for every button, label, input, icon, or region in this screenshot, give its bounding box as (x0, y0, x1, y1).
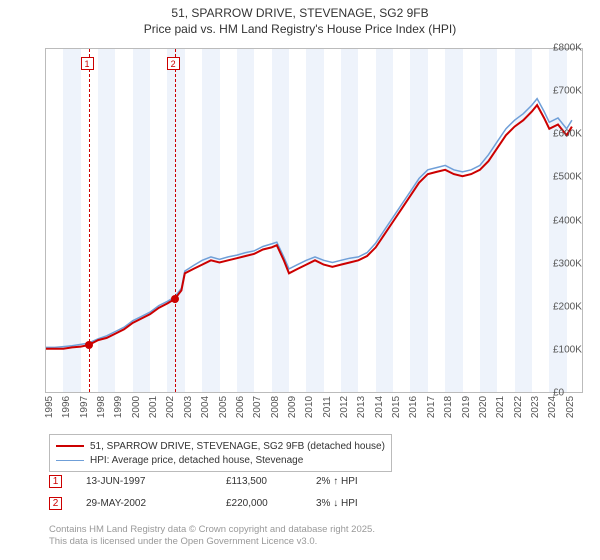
y-tick-label: £700K (553, 86, 596, 97)
x-tick-label: 1999 (113, 396, 124, 418)
legend-row: 51, SPARROW DRIVE, STEVENAGE, SG2 9FB (d… (56, 439, 385, 453)
sale-marker-line (175, 49, 176, 392)
legend-box: 51, SPARROW DRIVE, STEVENAGE, SG2 9FB (d… (49, 434, 392, 472)
y-tick-label: £200K (553, 301, 596, 312)
x-tick-label: 2006 (235, 396, 246, 418)
x-tick-label: 2002 (165, 396, 176, 418)
x-tick-label: 1996 (61, 396, 72, 418)
sale-marker-number: 2 (167, 57, 180, 70)
x-tick-label: 2016 (408, 396, 419, 418)
y-tick-label: £500K (553, 172, 596, 183)
x-tick-label: 2017 (426, 396, 437, 418)
attrib-line1: Contains HM Land Registry data © Crown c… (49, 524, 375, 535)
sale-index-box: 2 (49, 497, 62, 510)
sale-date: 29-MAY-2002 (86, 498, 226, 509)
line-canvas (46, 49, 584, 394)
sale-index-box: 1 (49, 475, 62, 488)
x-tick-label: 2024 (547, 396, 558, 418)
sale-diff: 2% ↑ HPI (316, 476, 416, 487)
x-tick-label: 2008 (270, 396, 281, 418)
sale-marker-dot (171, 295, 179, 303)
x-tick-label: 2013 (356, 396, 367, 418)
x-tick-label: 2004 (200, 396, 211, 418)
y-tick-label: £800K (553, 43, 596, 54)
x-tick-label: 2021 (495, 396, 506, 418)
x-tick-label: 2005 (218, 396, 229, 418)
x-tick-label: 2010 (304, 396, 315, 418)
x-tick-label: 2012 (339, 396, 350, 418)
x-tick-label: 2023 (530, 396, 541, 418)
x-tick-label: 2025 (565, 396, 576, 418)
series-hpi (46, 99, 572, 348)
y-tick-label: £600K (553, 129, 596, 140)
x-tick-label: 2014 (374, 396, 385, 418)
sale-marker-dot (85, 341, 93, 349)
x-tick-label: 2019 (461, 396, 472, 418)
x-tick-label: 2009 (287, 396, 298, 418)
x-tick-label: 2020 (478, 396, 489, 418)
sale-price: £113,500 (226, 476, 316, 487)
x-tick-label: 2018 (443, 396, 454, 418)
sale-diff: 3% ↓ HPI (316, 498, 416, 509)
sale-row: 2 29-MAY-2002£220,0003% ↓ HPI (49, 497, 416, 510)
sale-row: 1 13-JUN-1997£113,5002% ↑ HPI (49, 475, 416, 488)
y-tick-label: £300K (553, 258, 596, 269)
x-tick-label: 2011 (322, 396, 333, 418)
sale-price: £220,000 (226, 498, 316, 509)
x-tick-label: 2003 (183, 396, 194, 418)
x-tick-label: 2001 (148, 396, 159, 418)
title-line1: 51, SPARROW DRIVE, STEVENAGE, SG2 9FB (171, 6, 428, 20)
y-tick-label: £400K (553, 215, 596, 226)
legend-swatch (56, 460, 84, 461)
attribution-text: Contains HM Land Registry data © Crown c… (49, 524, 375, 549)
x-tick-label: 1997 (79, 396, 90, 418)
plot-area (45, 48, 583, 393)
y-tick-label: £100K (553, 344, 596, 355)
legend-label: HPI: Average price, detached house, Stev… (90, 455, 303, 466)
series-price_paid (46, 105, 572, 349)
x-tick-label: 2007 (252, 396, 263, 418)
attrib-line2: This data is licensed under the Open Gov… (49, 536, 317, 547)
x-tick-label: 1995 (44, 396, 55, 418)
legend-swatch (56, 445, 84, 447)
x-tick-label: 2022 (513, 396, 524, 418)
chart-title: 51, SPARROW DRIVE, STEVENAGE, SG2 9FB Pr… (0, 0, 600, 37)
legend-label: 51, SPARROW DRIVE, STEVENAGE, SG2 9FB (d… (90, 441, 385, 452)
x-tick-label: 2000 (131, 396, 142, 418)
legend-row: HPI: Average price, detached house, Stev… (56, 453, 385, 467)
sale-marker-number: 1 (81, 57, 94, 70)
title-line2: Price paid vs. HM Land Registry's House … (144, 22, 456, 36)
x-tick-label: 1998 (96, 396, 107, 418)
sale-date: 13-JUN-1997 (86, 476, 226, 487)
x-tick-label: 2015 (391, 396, 402, 418)
